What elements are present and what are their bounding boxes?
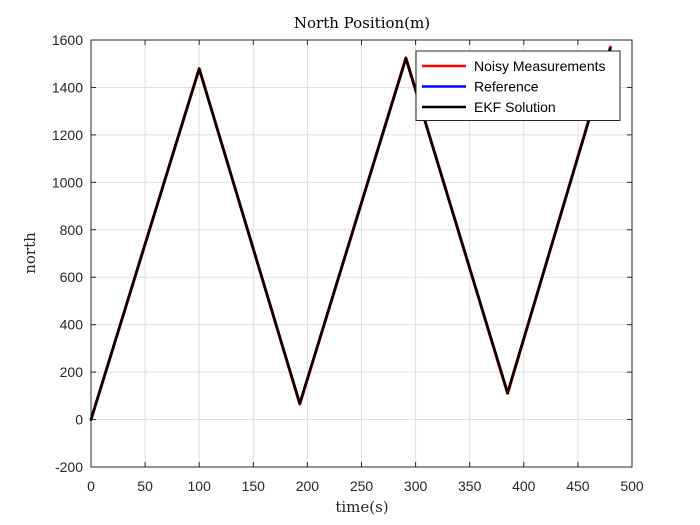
x-tick-label: 450 [566,478,590,494]
legend-label: Reference [474,79,539,95]
legend-label: Noisy Measurements [474,58,606,74]
series-layer [89,45,612,422]
x-tick-label: 100 [188,478,212,494]
x-tick-label: 250 [350,478,374,494]
y-tick-label: 1200 [52,127,83,143]
chart-title: North Position(m) [294,14,430,32]
y-tick-label: -200 [55,459,83,475]
y-tick-label: 800 [60,222,84,238]
x-tick-label: 500 [620,478,644,494]
y-tick-label: 400 [60,317,84,333]
y-tick-label: 200 [60,364,84,380]
x-tick-label: 350 [458,478,482,494]
legend: Noisy Measurements Reference EKF Solution [415,50,621,121]
x-tick-label: 400 [512,478,536,494]
series-line-ekf-solution [89,46,612,421]
y-tick-label: 1400 [52,79,83,95]
y-tick-label: 0 [75,412,83,428]
x-tick-label: 50 [137,478,153,494]
y-tick-label: 600 [60,269,84,285]
y-tick-label: 1600 [52,32,83,48]
axis-ticks: 0 50 100 150 200 250 300 350 400 450 500-200020040… [52,32,644,494]
y-tick-label: 1000 [52,174,83,190]
x-tick-label: 300 [404,478,428,494]
legend-label: EKF Solution [474,99,556,115]
x-tick-label: 0 [87,478,95,494]
x-tick-label: 200 [296,478,320,494]
x-axis-label: time(s) [335,498,388,516]
x-tick-label: 150 [242,478,266,494]
y-axis-label: north [21,232,39,274]
